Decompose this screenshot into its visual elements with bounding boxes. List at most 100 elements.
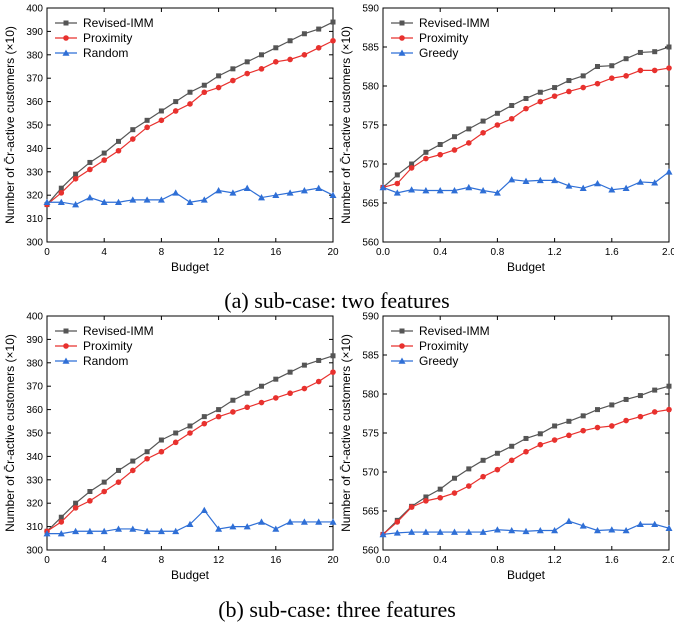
data-point — [595, 64, 600, 69]
y-tick-label: 580 — [362, 390, 379, 401]
data-point — [552, 423, 558, 429]
data-point — [258, 399, 265, 406]
x-tick-label: 20 — [327, 247, 339, 258]
legend-label: Proximity — [419, 339, 468, 353]
data-point — [73, 500, 79, 506]
data-point — [115, 525, 122, 532]
data-point — [201, 414, 207, 420]
y-tick-label: 570 — [362, 468, 379, 479]
x-axis-label: Budget — [171, 260, 210, 274]
data-point — [637, 413, 644, 420]
data-point — [637, 67, 644, 74]
data-point — [451, 187, 458, 194]
data-point — [509, 103, 515, 108]
data-point — [565, 182, 573, 189]
legend-label: Random — [83, 354, 128, 368]
data-point — [58, 185, 64, 191]
data-point — [58, 190, 65, 196]
data-point — [423, 149, 429, 155]
data-point — [144, 124, 150, 131]
data-point — [72, 176, 79, 182]
data-point — [465, 528, 473, 535]
y-axis-label: Number of C̄r-active customers (×10) — [3, 26, 17, 224]
x-tick-label: 8 — [159, 555, 165, 566]
data-point — [201, 82, 207, 88]
data-point — [480, 130, 486, 136]
data-point — [300, 518, 308, 525]
legend-marker — [398, 49, 406, 56]
data-point — [579, 522, 587, 529]
data-point — [666, 406, 672, 413]
data-point — [158, 437, 164, 443]
data-point — [451, 490, 458, 496]
data-point — [523, 435, 529, 441]
data-point — [508, 115, 515, 122]
data-point — [157, 527, 165, 535]
data-point — [87, 166, 93, 173]
data-point — [379, 183, 387, 191]
y-tick-label: 560 — [362, 546, 379, 557]
data-point — [408, 165, 415, 171]
data-point — [665, 168, 673, 175]
data-point — [537, 89, 543, 95]
data-point — [301, 52, 308, 58]
data-point — [215, 84, 222, 91]
data-point — [580, 427, 586, 434]
data-point — [187, 89, 193, 95]
data-point — [144, 455, 150, 462]
data-point — [216, 407, 222, 413]
data-point — [665, 524, 673, 531]
y-axis-label: Number of C̄r-active customers (×10) — [3, 334, 17, 532]
data-point — [43, 530, 51, 537]
data-point — [301, 31, 307, 37]
data-point — [58, 514, 64, 520]
y-tick-label: 380 — [26, 50, 43, 61]
data-point — [101, 488, 107, 495]
data-point — [244, 59, 250, 65]
data-point — [566, 88, 572, 95]
data-point — [636, 178, 644, 185]
data-point — [287, 38, 293, 44]
data-point — [566, 418, 572, 424]
data-point — [230, 409, 236, 415]
legend-marker — [62, 49, 70, 56]
data-point — [493, 189, 501, 196]
legend-marker — [398, 357, 406, 364]
data-point — [273, 45, 279, 51]
y-tick-label: 390 — [26, 335, 43, 346]
data-point — [130, 127, 136, 133]
data-point — [651, 520, 659, 528]
data-point — [666, 65, 672, 71]
data-point — [594, 424, 601, 431]
x-axis-label: Budget — [507, 260, 546, 274]
data-point — [523, 105, 529, 112]
data-point — [565, 517, 573, 524]
chart-2: 560 565 570 575 580 585 590 0.0 0.4 0.8 1.2 1.6 2.0 B… — [339, 4, 674, 275]
data-point — [536, 527, 544, 534]
legend-marker — [399, 343, 405, 349]
legend-marker — [399, 20, 405, 26]
data-point — [272, 525, 280, 532]
data-point — [537, 98, 544, 105]
data-point — [609, 75, 615, 81]
x-tick-label: 0 — [44, 247, 50, 258]
data-point — [229, 189, 237, 196]
x-tick-label: 2.0 — [662, 247, 674, 258]
data-point — [330, 19, 336, 25]
data-point — [187, 423, 193, 429]
data-point — [244, 70, 250, 77]
series-line-proximity — [46, 40, 334, 206]
x-tick-label: 0.0 — [376, 555, 390, 566]
data-point — [115, 147, 122, 154]
data-point — [115, 198, 122, 206]
caption-b: (b) sub-case: three features — [218, 597, 456, 622]
data-point — [552, 85, 558, 91]
data-point — [301, 362, 307, 368]
data-point — [259, 52, 264, 58]
data-point — [115, 479, 122, 485]
data-point — [286, 189, 294, 196]
y-tick-label: 580 — [362, 82, 379, 93]
data-point — [72, 201, 80, 208]
y-tick-label: 565 — [362, 507, 379, 518]
